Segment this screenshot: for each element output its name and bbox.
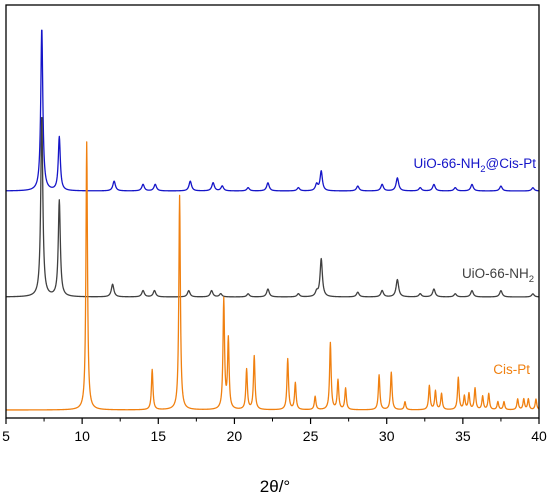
series-label-cis-pt: Cis-Pt [493, 362, 530, 377]
series-label-uio-66-nh2-cis-pt: UiO-66-NH2@Cis-Pt [413, 156, 536, 175]
x-tick-label-10: 10 [74, 428, 90, 444]
x-tick-label-30: 30 [379, 428, 395, 444]
x-tick-label-35: 35 [455, 428, 471, 444]
x-tick-label-15: 15 [150, 428, 166, 444]
x-tick-label-40: 40 [531, 428, 547, 444]
series-line-uio-66-nh2-cis-pt [5, 29, 540, 192]
x-tick-label-25: 25 [303, 428, 319, 444]
x-axis: 5 10 15 20 25 30 35 40 [2, 4, 547, 444]
x-tick-label-5: 5 [2, 428, 10, 444]
series-labels: UiO-66-NH2@Cis-Pt UiO-66-NH2 Cis-Pt [413, 156, 536, 377]
series-line-uio-66-nh2 [5, 116, 540, 298]
series-line-cis-pt [5, 141, 540, 411]
x-axis-title: 2θ/° [260, 477, 290, 496]
series-layer [5, 29, 540, 411]
x-tick-label-20: 20 [227, 428, 243, 444]
series-label-uio-66-nh2: UiO-66-NH2 [462, 266, 534, 285]
